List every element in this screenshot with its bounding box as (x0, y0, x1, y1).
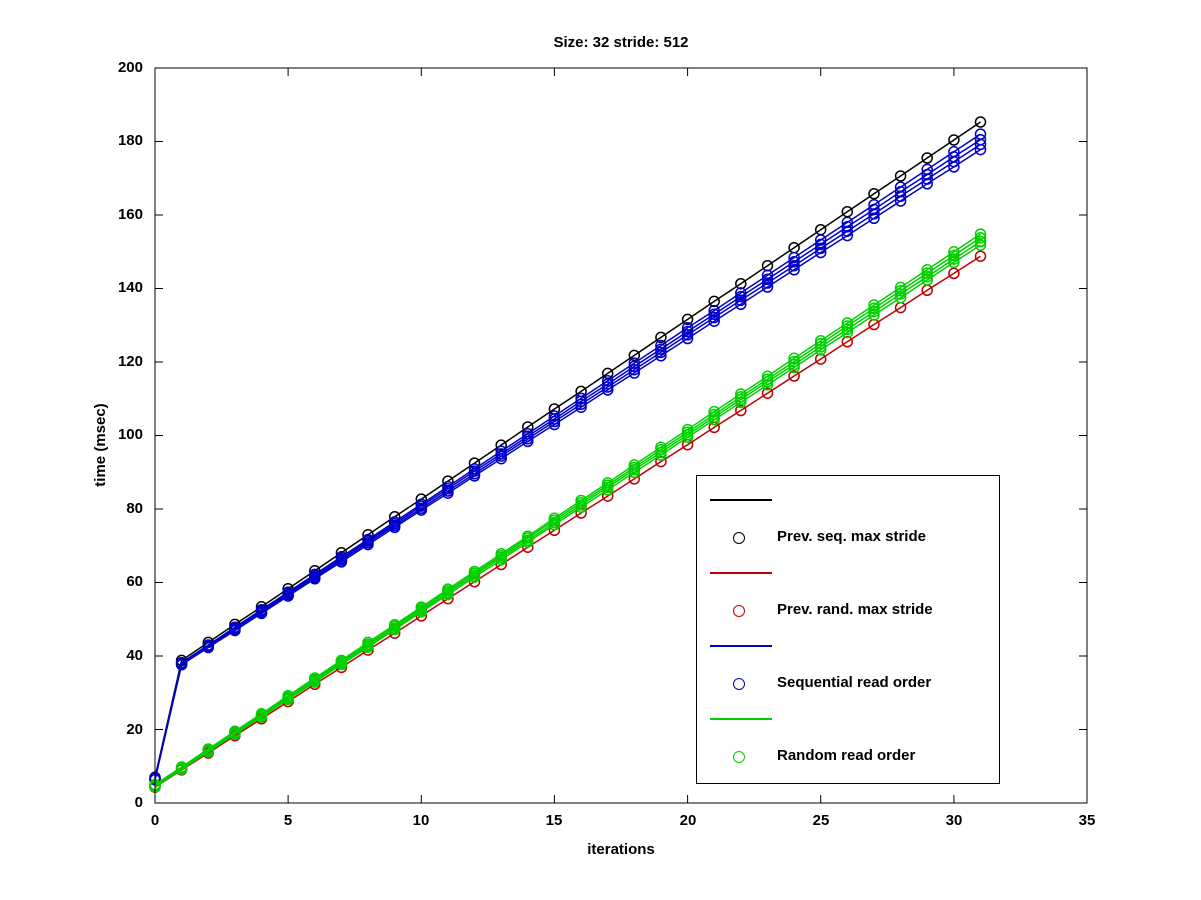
circle-marker-icon (733, 532, 745, 544)
legend-line-sample (710, 572, 772, 574)
y-tick-label: 0 (134, 794, 143, 811)
x-tick-label: 20 (679, 812, 697, 829)
y-tick-label: 40 (126, 647, 143, 664)
x-tick-label: 25 (812, 812, 830, 829)
legend-label: Random read order (777, 747, 916, 764)
x-tick-label: 30 (945, 812, 963, 829)
y-tick-label: 60 (126, 573, 143, 590)
legend: Prev. seq. max stride Prev. rand. max st… (696, 475, 1000, 784)
y-tick-label: 160 (117, 206, 143, 223)
legend-line-sample (710, 645, 772, 647)
legend-line-sample (710, 718, 772, 720)
y-axis-label: time (msec) (92, 403, 109, 487)
circle-marker-icon (733, 605, 745, 617)
legend-label: Prev. rand. max stride (777, 601, 933, 618)
y-tick-label: 140 (117, 279, 143, 296)
x-tick-label: 10 (412, 812, 430, 829)
x-tick-label: 5 (283, 812, 293, 829)
y-tick-label: 80 (126, 500, 143, 517)
x-tick-label: 15 (545, 812, 563, 829)
legend-label: Prev. seq. max stride (777, 528, 926, 545)
y-tick-label: 180 (117, 132, 143, 149)
y-tick-label: 20 (126, 721, 143, 738)
y-tick-label: 120 (117, 353, 143, 370)
x-tick-label: 35 (1078, 812, 1096, 829)
circle-marker-icon (733, 751, 745, 763)
legend-line-sample (710, 499, 772, 501)
chart-title: Size: 32 stride: 512 (553, 34, 689, 51)
x-tick-label: 0 (150, 812, 160, 829)
y-tick-label: 200 (117, 59, 143, 76)
x-axis-label: iterations (587, 841, 655, 858)
legend-label: Sequential read order (777, 674, 932, 691)
circle-marker-icon (733, 678, 745, 690)
y-tick-label: 100 (117, 426, 143, 443)
